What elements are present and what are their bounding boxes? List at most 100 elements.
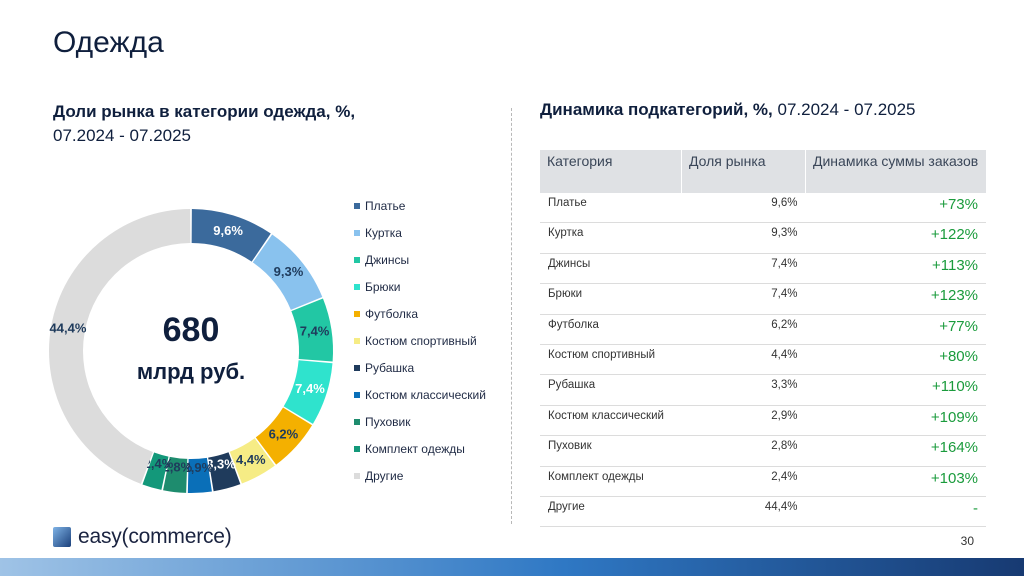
donut-slice xyxy=(163,456,188,493)
cell-category: Рубашка xyxy=(540,374,682,406)
legend-label: Футболка xyxy=(365,306,419,321)
legend-label: Комплект одежды xyxy=(365,441,465,456)
legend-item: Костюм спортивный xyxy=(354,327,486,354)
donut-slice xyxy=(252,234,323,310)
legend-item: Рубашка xyxy=(354,354,486,381)
table-subtitle-main: Динамика подкатегорий, %, xyxy=(540,100,773,119)
table-subtitle: Динамика подкатегорий, %, 07.2024 - 07.2… xyxy=(540,100,916,120)
donut-slice xyxy=(229,438,275,484)
legend-swatch xyxy=(354,472,360,479)
cell-share: 4,4% xyxy=(681,344,806,376)
cell-category: Другие xyxy=(540,496,682,528)
cell-share: 9,3% xyxy=(681,222,806,254)
legend-item: Пуховик xyxy=(354,408,486,435)
logo-mark-icon xyxy=(53,527,71,547)
cell-share: 6,2% xyxy=(681,314,806,345)
header-category: Категория xyxy=(540,150,682,193)
cell-share: 44,4% xyxy=(681,496,806,528)
table-row: Куртка 9,3% +122% xyxy=(540,222,986,254)
cell-dynamics: +122% xyxy=(805,222,986,254)
donut-slice xyxy=(283,360,333,424)
legend-label: Брюки xyxy=(365,279,401,294)
cell-dynamics: +164% xyxy=(805,435,986,467)
legend-item: Другие xyxy=(354,462,486,489)
table-row: Комплект одежды 2,4% +103% xyxy=(540,466,986,497)
donut-slice xyxy=(255,407,313,465)
donut-slice-label: 7,4% xyxy=(295,381,325,396)
cell-category: Футболка xyxy=(540,314,682,345)
legend-item: Джинсы xyxy=(354,246,486,273)
legend-item: Куртка xyxy=(354,219,486,246)
donut-center-value: 680 xyxy=(163,311,220,349)
donut-slice-label: 9,3% xyxy=(274,264,304,279)
slide-title: Одежда xyxy=(53,26,164,59)
table-subtitle-period: 07.2024 - 07.2025 xyxy=(772,100,916,119)
cell-category: Пуховик xyxy=(540,435,682,467)
cell-dynamics: +73% xyxy=(805,193,986,224)
legend-item: Костюм классический xyxy=(354,381,486,408)
donut-subtitle: Доли рынка в категории одежда, %, 07.202… xyxy=(53,100,355,148)
table-row: Другие 44,4% - xyxy=(540,496,986,528)
cell-category: Костюм классический xyxy=(540,405,682,437)
section-divider xyxy=(511,108,512,524)
cell-category: Джинсы xyxy=(540,253,682,285)
table-row: Рубашка 3,3% +110% xyxy=(540,374,986,406)
table-row: Джинсы 7,4% +113% xyxy=(540,253,986,285)
donut-slice xyxy=(142,452,169,490)
donut-slice-label: 2,4% xyxy=(144,456,174,471)
donut-slice-label: 3,3% xyxy=(206,457,236,472)
legend-label: Костюм спортивный xyxy=(365,333,477,348)
chart-legend: Платье Куртка Джинсы Брюки Футболка Костюм сп… xyxy=(354,192,486,489)
table-row: Костюм классический 2,9% +109% xyxy=(540,405,986,437)
legend-swatch xyxy=(354,418,360,425)
legend-label: Другие xyxy=(365,468,404,483)
cell-share: 7,4% xyxy=(681,283,806,315)
cell-share: 2,4% xyxy=(681,466,806,497)
donut-slice-label: 4,4% xyxy=(236,452,266,467)
footer-gradient-bar xyxy=(0,558,1024,576)
cell-dynamics: +113% xyxy=(805,253,986,285)
legend-item: Брюки xyxy=(354,273,486,300)
cell-category: Комплект одежды xyxy=(540,466,682,497)
donut-slice-label: 7,4% xyxy=(300,323,330,338)
cell-share: 9,6% xyxy=(681,193,806,224)
legend-swatch xyxy=(354,256,360,263)
cell-category: Куртка xyxy=(540,222,682,254)
logo-text: easy(commerce) xyxy=(78,525,232,548)
legend-item: Комплект одежды xyxy=(354,435,486,462)
header-share: Доля рынка xyxy=(681,150,806,193)
legend-swatch xyxy=(354,283,360,290)
donut-slice-label: 2,8% xyxy=(163,460,193,475)
header-dynamics: Динамика суммы заказов xyxy=(805,150,986,193)
subcategory-table: Категория Доля рынка Динамика суммы зака… xyxy=(540,150,986,528)
table-row: Брюки 7,4% +123% xyxy=(540,283,986,315)
cell-share: 7,4% xyxy=(681,253,806,285)
donut-slice xyxy=(187,457,212,493)
cell-category: Брюки xyxy=(540,283,682,315)
table-row: Платье 9,6% +73% xyxy=(540,193,986,224)
brand-logo: easy(commerce) xyxy=(52,525,232,549)
legend-swatch xyxy=(354,391,360,398)
legend-swatch xyxy=(354,202,360,209)
cell-dynamics: +80% xyxy=(805,344,986,376)
table-header-row: Категория Доля рынка Динамика суммы зака… xyxy=(540,150,986,193)
cell-share: 2,8% xyxy=(681,435,806,467)
cell-dynamics: +109% xyxy=(805,405,986,437)
legend-label: Куртка xyxy=(365,225,402,240)
donut-slice-label: 2,9% xyxy=(184,460,214,475)
legend-item: Футболка xyxy=(354,300,486,327)
donut-slice xyxy=(48,209,191,484)
donut-slice-label: 6,2% xyxy=(269,427,299,442)
legend-label: Пуховик xyxy=(365,414,411,429)
table-row: Костюм спортивный 4,4% +80% xyxy=(540,344,986,376)
donut-slice xyxy=(208,452,241,492)
donut-subtitle-period: 07.2024 - 07.2025 xyxy=(53,126,192,145)
cell-dynamics: - xyxy=(805,496,986,528)
donut-slice-label: 9,6% xyxy=(213,223,243,238)
cell-dynamics: +103% xyxy=(805,466,986,497)
legend-swatch xyxy=(354,229,360,236)
legend-swatch xyxy=(354,364,360,371)
cell-category: Костюм спортивный xyxy=(540,344,682,376)
page-number: 30 xyxy=(960,534,974,548)
legend-item: Платье xyxy=(354,192,486,219)
